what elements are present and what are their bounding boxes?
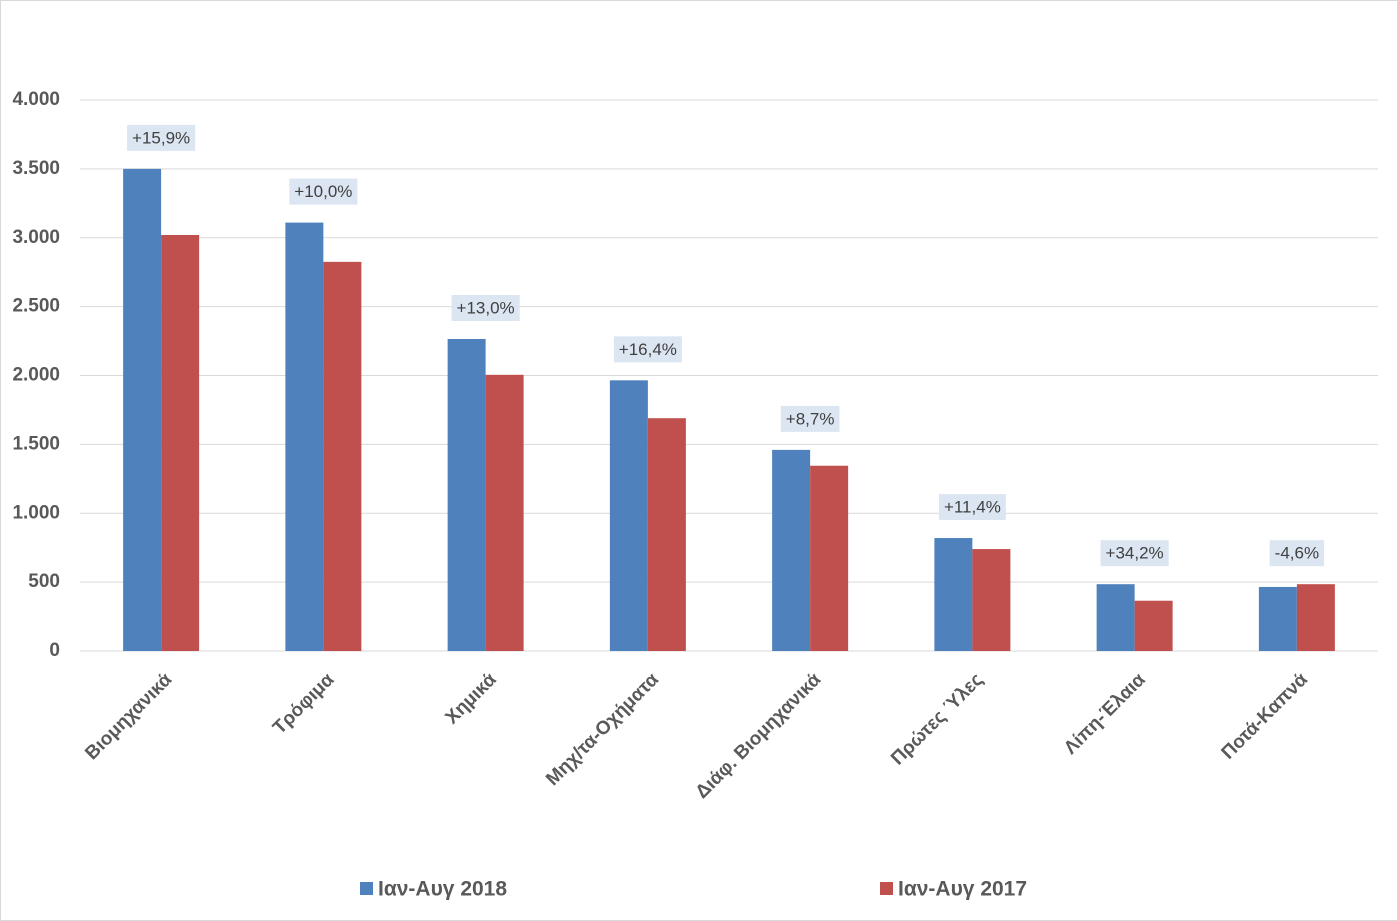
bar <box>972 549 1011 651</box>
annotation-label: +8,7% <box>786 409 835 428</box>
bar <box>123 168 162 651</box>
bar <box>609 380 648 651</box>
bar <box>772 449 811 651</box>
bar <box>161 234 200 651</box>
y-tick-label: 4.000 <box>12 89 60 110</box>
legend-label: Ιαν-Αυγ 2018 <box>378 878 507 901</box>
annotation-box <box>613 336 682 363</box>
bar <box>1134 600 1173 651</box>
bar <box>485 374 524 651</box>
annotation-label: +11,4% <box>944 498 1001 517</box>
bar <box>647 418 686 651</box>
y-tick-label: 3.000 <box>12 227 60 248</box>
annotation-box <box>289 178 358 205</box>
y-tick-label: 0 <box>49 640 60 661</box>
annotation-label: +16,4% <box>619 340 677 359</box>
y-tick-label: 1.500 <box>12 433 60 454</box>
annotation-label: -4,6% <box>1275 544 1319 563</box>
annotation: +10,0% <box>289 178 358 205</box>
annotation: -4,6% <box>1269 540 1325 567</box>
annotation-box <box>1269 540 1325 567</box>
annotation: +8,7% <box>780 405 840 432</box>
annotation-box <box>938 494 1006 521</box>
annotation-label: +15,9% <box>132 128 190 147</box>
annotation-label: +13,0% <box>457 298 515 317</box>
bar <box>447 338 486 651</box>
legend-swatch <box>880 882 893 895</box>
bar <box>810 465 849 651</box>
annotation: +11,4% <box>938 494 1006 521</box>
annotation: +16,4% <box>613 336 682 363</box>
legend-swatch <box>360 882 373 895</box>
y-tick-label: 500 <box>28 571 60 592</box>
annotation-box <box>451 294 520 321</box>
annotation-label: +34,2% <box>1106 544 1164 563</box>
annotation: +15,9% <box>127 124 196 151</box>
legend-label: Ιαν-Αυγ 2017 <box>898 878 1027 901</box>
annotation: +34,2% <box>1100 540 1169 567</box>
bar <box>1258 586 1297 651</box>
annotation-label: +10,0% <box>294 182 352 201</box>
y-tick-label: 2.500 <box>12 296 60 317</box>
bar <box>1096 584 1135 651</box>
bar <box>285 222 324 651</box>
bar <box>323 261 362 651</box>
y-tick-label: 2.000 <box>12 365 60 386</box>
y-tick-label: 1.000 <box>12 502 60 523</box>
bar <box>1296 584 1335 651</box>
annotation-box <box>127 124 196 151</box>
annotation: +13,0% <box>451 294 520 321</box>
annotation-box <box>1100 540 1169 567</box>
y-tick-label: 3.500 <box>12 158 60 179</box>
bar <box>934 538 973 651</box>
annotation-box <box>780 405 840 432</box>
